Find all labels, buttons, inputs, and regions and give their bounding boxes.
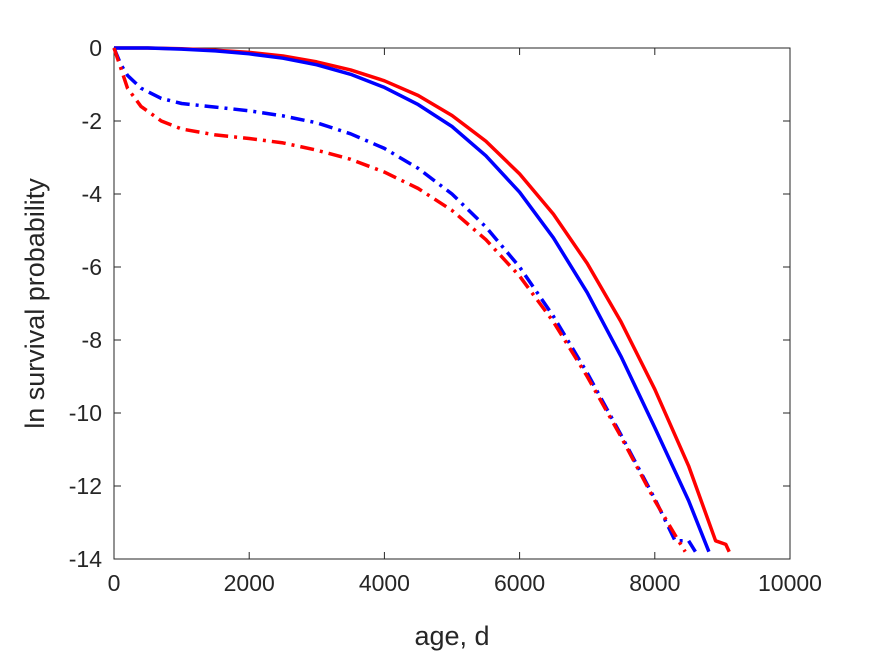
y-tick-label: -12 [69,473,102,499]
series-line-2 [114,46,711,553]
x-tick-label: 4000 [359,570,410,596]
y-tick-label: -8 [82,327,102,353]
axis-ticks: 0 2000 4000 6000 8000 10000 0 -2 -4 -6 -8 -10 -12 -14 [69,35,822,596]
y-tick-label: -6 [82,254,102,280]
y-tick-label: -10 [69,400,102,426]
x-tick-label: 2000 [224,570,275,596]
y-axis-label: ln survival probability [20,178,50,429]
x-axis-label: age, d [414,621,489,651]
x-tick-label: 0 [108,570,121,596]
y-tick-label: -4 [82,181,103,207]
x-tick-label: 8000 [629,570,680,596]
series-lines [112,46,731,553]
y-tick-label: -2 [82,108,102,134]
y-tick-label: 0 [89,35,102,61]
x-tick-label: 10000 [758,570,822,596]
y-tick-label: -14 [69,546,102,572]
x-tick-label: 6000 [494,570,545,596]
series-line-4 [112,47,687,553]
